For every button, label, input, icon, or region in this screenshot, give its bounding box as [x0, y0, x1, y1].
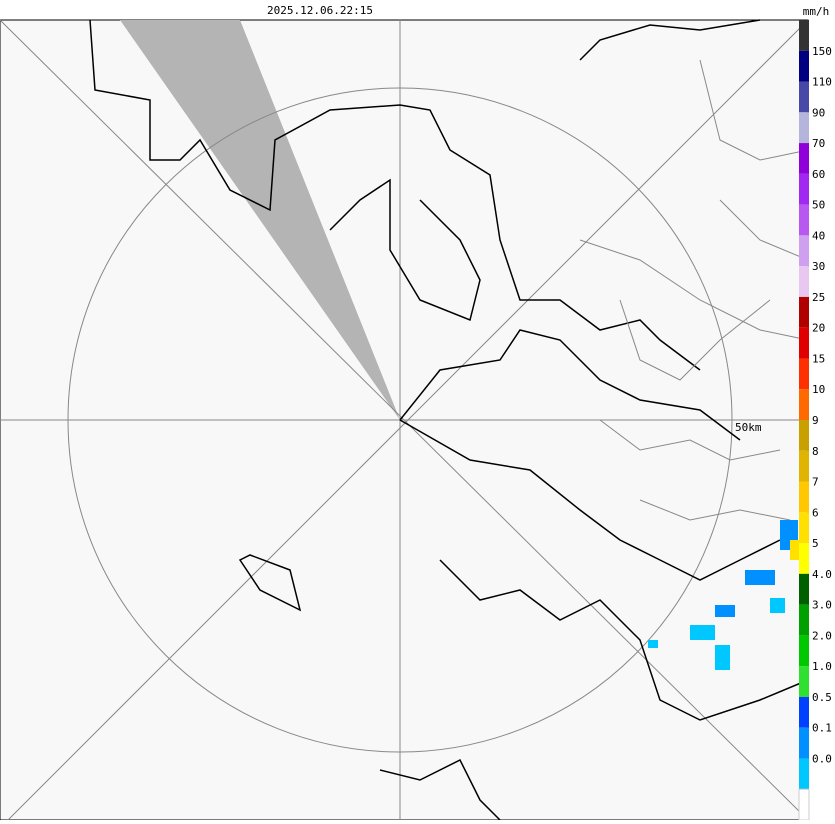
- legend-label: 150: [812, 45, 832, 58]
- precipitation: [648, 520, 800, 670]
- legend-swatch: [799, 296, 809, 328]
- legend-label: 0.5: [812, 691, 832, 704]
- legend-label: 20: [812, 322, 825, 335]
- legend-swatch: [799, 696, 809, 728]
- legend-label: 6: [812, 506, 819, 519]
- legend-swatch: [799, 204, 809, 236]
- legend-swatch: [799, 666, 809, 697]
- legend: 150 110 90 70 60 50 40 30 25 20 15 10 9 8 7 6 5 4.0 3.0 2.0…: [798, 20, 832, 821]
- range-grid: [0, 19, 809, 821]
- legend-swatch: [799, 450, 809, 482]
- legend-label: 70: [812, 137, 825, 150]
- legend-swatch: [799, 20, 809, 51]
- legend-label: 0.0: [812, 752, 832, 765]
- legend-label: 110: [812, 76, 832, 89]
- legend-swatch: [799, 543, 809, 574]
- legend-swatch: [799, 81, 809, 113]
- legend-label: 7: [812, 476, 819, 489]
- unit-label: mm/h: [803, 5, 830, 18]
- legend-label: 50: [812, 199, 825, 212]
- legend-label: 8: [812, 445, 819, 458]
- legend-label: 4.0: [812, 568, 832, 581]
- legend-swatch: [799, 358, 809, 390]
- legend-label: 2.0: [812, 629, 832, 642]
- legend-swatch: [799, 635, 809, 667]
- legend-label: 40: [812, 229, 825, 242]
- coastline: [89, 19, 809, 821]
- legend-swatch: [799, 573, 809, 605]
- legend-label: 5: [812, 537, 819, 550]
- legend-label: 15: [812, 352, 825, 365]
- legend-swatch: [799, 481, 809, 513]
- legend-swatch: [799, 143, 809, 174]
- legend-swatch: [799, 266, 809, 297]
- legend-swatch: [799, 173, 809, 205]
- legend-label: 10: [812, 383, 825, 396]
- legend-label: 60: [812, 168, 825, 181]
- legend-swatch: [799, 604, 809, 636]
- legend-label: 90: [812, 106, 825, 119]
- legend-label: 30: [812, 260, 825, 273]
- blind-sector: [120, 20, 400, 420]
- legend-swatch: [799, 235, 809, 267]
- legend-swatch: [799, 420, 809, 451]
- range-label: 50km: [735, 421, 762, 434]
- legend-swatch: [798, 788, 810, 821]
- legend-label: 3.0: [812, 599, 832, 612]
- legend-swatch: [799, 758, 809, 790]
- legend-label: 9: [812, 414, 819, 427]
- legend-swatch: [799, 327, 809, 359]
- legend-label: 1.0: [812, 660, 832, 673]
- legend-swatch: [799, 512, 809, 544]
- map: 50km: [0, 19, 809, 821]
- legend-swatch: [799, 112, 809, 144]
- legend-swatch: [799, 389, 809, 420]
- legend-swatch: [799, 50, 809, 82]
- boundaries: [579, 59, 809, 521]
- timestamp: 2025.12.06.22:15: [267, 4, 373, 17]
- legend-label: 0.1: [812, 722, 832, 735]
- legend-swatch: [799, 727, 809, 759]
- legend-label: 25: [812, 291, 825, 304]
